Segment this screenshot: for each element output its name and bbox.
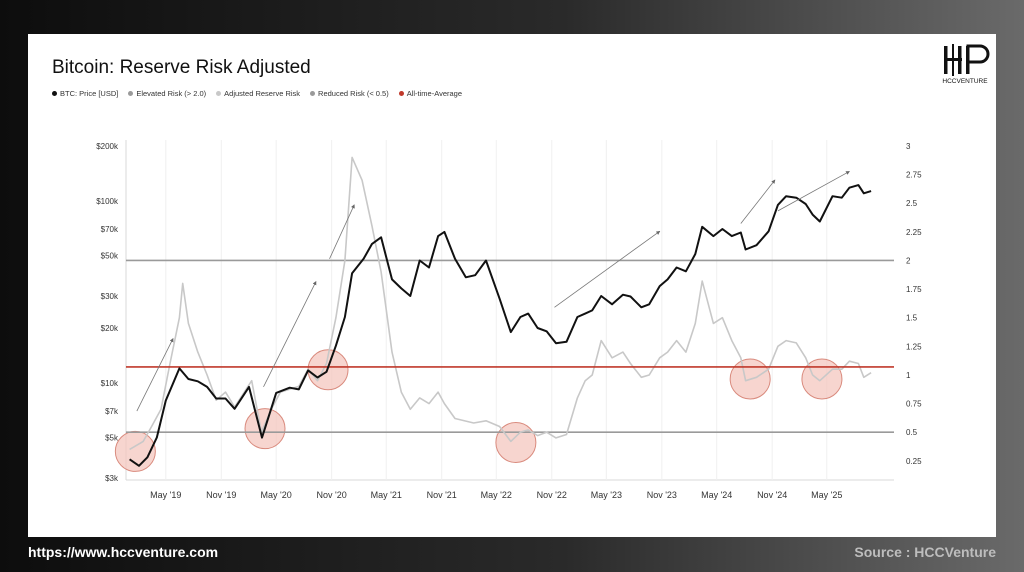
y-left-tick-label: $7k xyxy=(105,407,119,416)
y-right-tick-label: 0.75 xyxy=(906,400,922,409)
highlight-layer xyxy=(114,349,843,472)
x-tick-label: Nov '24 xyxy=(757,490,787,500)
x-tick-label: May '22 xyxy=(481,490,512,500)
trend-arrow xyxy=(740,179,776,224)
x-tick-label: Nov '22 xyxy=(537,490,567,500)
legend-dot-average xyxy=(398,91,404,96)
y-left-tick-label: $3k xyxy=(105,474,119,483)
trend-arrow xyxy=(329,204,355,259)
legend-item-elevated[interactable]: Elevated Risk (> 2.0) xyxy=(128,89,206,98)
trend-arrow xyxy=(263,280,317,388)
legend-item-adjusted[interactable]: Adjusted Reserve Risk xyxy=(216,89,300,98)
x-tick-label: Nov '19 xyxy=(206,490,236,500)
legend-item-price[interactable]: BTC: Price [USD] xyxy=(52,89,118,98)
legend-dot-adjusted xyxy=(216,91,222,96)
axes-layer: May '19 Nov '19 May '20 Nov '20 May '21 Nov '… xyxy=(96,142,922,500)
grid-layer xyxy=(125,140,894,481)
x-tick-label: May '19 xyxy=(150,490,181,500)
chart-title: Bitcoin: Reserve Risk Adjusted xyxy=(52,57,311,78)
footer-source: Source : HCCVenture xyxy=(854,544,996,560)
y-left-tick-label: $30k xyxy=(101,292,119,301)
trend-arrow xyxy=(777,171,850,212)
series-adjusted-reserve-risk xyxy=(129,156,872,451)
legend-label-elevated: Elevated Risk (> 2.0) xyxy=(136,89,207,98)
x-tick-label: Nov '23 xyxy=(647,490,677,500)
x-tick-label: Nov '20 xyxy=(317,490,347,500)
y-right-tick-label: 0.5 xyxy=(906,428,918,437)
y-left-tick-label: $100k xyxy=(96,197,119,206)
y-right-tick-label: 1 xyxy=(906,371,911,380)
y-right-tick-label: 2.5 xyxy=(906,199,918,208)
series-layer xyxy=(126,156,894,467)
y-right-tick-label: 2.75 xyxy=(906,171,922,180)
y-right-tick-label: 3 xyxy=(906,142,911,151)
x-tick-label: May '24 xyxy=(701,490,732,500)
x-tick-label: May '25 xyxy=(811,490,842,500)
y-right-tick-label: 1.75 xyxy=(906,285,922,294)
y-right-tick-label: 0.25 xyxy=(906,457,922,466)
legend-dot-reduced xyxy=(310,91,316,96)
chart-card: Bitcoin: Reserve Risk Adjusted BTC: Pric… xyxy=(28,34,996,537)
legend-dot-elevated xyxy=(128,91,134,96)
y-left-tick-label: $10k xyxy=(101,379,119,388)
x-tick-label: May '23 xyxy=(591,490,622,500)
legend-label-reduced: Reduced Risk (< 0.5) xyxy=(318,89,389,98)
y-left-tick-label: $20k xyxy=(101,324,119,333)
legend-dot-price xyxy=(52,91,57,96)
chart-legend: BTC: Price [USD] Elevated Risk (> 2.0) A… xyxy=(52,89,462,98)
legend-label-average: All-time-Average xyxy=(406,89,463,98)
legend-item-reduced[interactable]: Reduced Risk (< 0.5) xyxy=(310,89,389,98)
y-right-tick-label: 2.25 xyxy=(906,228,922,237)
legend-label-adjusted: Adjusted Reserve Risk xyxy=(224,89,301,98)
logo-text: HCCVENTURE xyxy=(942,78,988,85)
y-left-tick-label: $200k xyxy=(96,142,119,151)
highlight-circle xyxy=(114,430,156,472)
y-left-tick-label: $70k xyxy=(101,225,119,234)
y-right-tick-label: 2 xyxy=(906,256,911,265)
y-left-tick-label: $50k xyxy=(101,252,119,261)
footer-url-link[interactable]: https://www.hccventure.com xyxy=(28,544,219,560)
x-tick-label: May '21 xyxy=(371,490,402,500)
series-btc-price xyxy=(129,184,872,467)
y-right-tick-label: 1.5 xyxy=(906,314,918,323)
y-right-tick-label: 1.25 xyxy=(906,342,922,351)
chart-svg: May '19 Nov '19 May '20 Nov '20 May '21 Nov '… xyxy=(96,140,922,500)
hcc-monogram-icon: HCCVENTURE xyxy=(942,44,990,85)
x-tick-label: May '20 xyxy=(261,490,292,500)
x-tick-label: Nov '21 xyxy=(427,490,457,500)
trend-arrow xyxy=(136,337,174,412)
y-left-tick-label: $5k xyxy=(105,434,119,443)
legend-item-average[interactable]: All-time-Average xyxy=(398,89,463,98)
legend-label-price: BTC: Price [USD] xyxy=(60,89,119,98)
trend-arrows xyxy=(136,171,850,412)
trend-arrow xyxy=(554,230,661,308)
